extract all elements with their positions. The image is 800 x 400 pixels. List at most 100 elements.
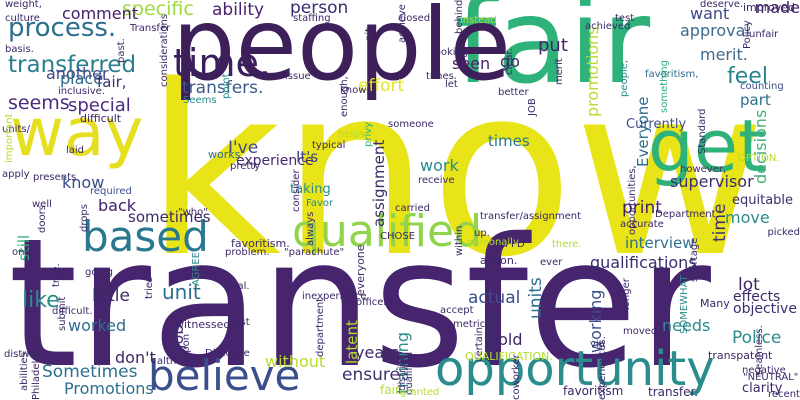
word: something: [659, 60, 670, 113]
word: "parachute": [284, 247, 345, 258]
word: go: [500, 52, 520, 71]
word: sometimes: [128, 208, 211, 226]
word: units/: [2, 124, 30, 135]
word: Department: [655, 209, 716, 220]
word: past.: [116, 38, 127, 63]
word: drops: [79, 204, 90, 232]
word: times.: [426, 71, 457, 82]
word: ability: [212, 0, 265, 20]
word: within: [454, 226, 465, 257]
word: receive: [418, 175, 455, 186]
word: well: [32, 199, 52, 210]
word: transfer: [8, 200, 711, 400]
word: special: [68, 95, 131, 116]
word: better: [498, 87, 529, 98]
word: experience: [236, 153, 314, 169]
word: promotions: [583, 26, 602, 117]
word: lot: [738, 275, 760, 295]
word: witnessed: [175, 318, 231, 331]
word: longer: [621, 278, 632, 310]
word: get: [648, 104, 767, 188]
word: objective: [733, 301, 797, 317]
word: taking: [290, 182, 331, 197]
word: inexperience: [302, 291, 367, 302]
word: problem.: [225, 247, 270, 258]
word: made: [754, 0, 800, 17]
word: CHOSE: [380, 231, 416, 242]
word: another: [46, 64, 109, 83]
word: unfair: [749, 29, 779, 40]
word: PPD: [505, 239, 525, 250]
word: little: [92, 286, 130, 306]
word: ensure: [342, 365, 400, 385]
word: feel: [727, 64, 768, 89]
word: recent: [768, 389, 800, 400]
word: going: [85, 267, 113, 278]
word: person: [290, 0, 349, 18]
word: culture: [5, 13, 40, 24]
word: consider: [291, 169, 302, 212]
word: qualified: [292, 206, 482, 257]
word: helps: [338, 129, 365, 140]
word: weight,: [5, 0, 42, 10]
word: issue: [285, 71, 311, 82]
word: clear.: [504, 48, 515, 75]
word: without: [265, 352, 326, 371]
word: know: [62, 173, 105, 192]
word: difficult.: [52, 306, 93, 317]
word: test: [615, 13, 635, 24]
word: works: [208, 148, 241, 161]
word: comment: [62, 4, 139, 23]
word: although: [157, 356, 202, 367]
word: times: [488, 132, 530, 150]
word: supervisor: [670, 172, 754, 191]
word: Currently: [626, 117, 687, 132]
word: Many: [700, 297, 730, 310]
word: favoritism.: [231, 237, 290, 250]
word: there.: [552, 239, 582, 250]
word: required: [90, 186, 132, 197]
word: unit: [162, 280, 201, 304]
word: granted: [400, 387, 440, 398]
word: equitable: [732, 193, 794, 208]
word: "who": [178, 207, 208, 218]
word: goal.: [225, 281, 250, 292]
word: ever: [540, 257, 563, 268]
word: process.: [8, 13, 117, 43]
word: fair,: [97, 73, 127, 91]
word: decisions: [751, 110, 770, 185]
word: way: [10, 94, 144, 171]
word: know: [145, 36, 767, 309]
word: let: [445, 79, 458, 90]
word: someone: [388, 119, 434, 130]
word: instead: [460, 15, 497, 26]
word: picked: [767, 227, 800, 238]
word: important: [4, 114, 15, 164]
word: hold: [488, 330, 523, 349]
word: basis.: [5, 44, 34, 55]
word: years: [355, 343, 400, 362]
word: fair.: [380, 383, 403, 397]
word: deserve.: [700, 0, 744, 10]
word: opportunities,: [627, 165, 638, 235]
word: back: [98, 196, 137, 215]
word: knows: [340, 85, 372, 96]
word: action.: [480, 254, 518, 267]
word: SOMEWHAT: [679, 275, 690, 334]
word: like: [22, 288, 60, 313]
word: transfers.: [182, 78, 264, 98]
word: assignment: [370, 140, 388, 228]
word: moved: [623, 326, 658, 337]
word: effort: [358, 76, 405, 96]
word: difficult: [80, 112, 122, 125]
word: transfer.: [648, 385, 699, 399]
word: specific: [122, 0, 194, 20]
word: I've: [228, 138, 259, 158]
word: seen: [452, 54, 491, 73]
word: apply: [2, 169, 30, 180]
word: effects: [733, 289, 781, 305]
word: OPTION.: [738, 153, 780, 164]
word: transfer/assignment: [480, 211, 582, 222]
word: "NEUTRAL": [743, 372, 799, 383]
